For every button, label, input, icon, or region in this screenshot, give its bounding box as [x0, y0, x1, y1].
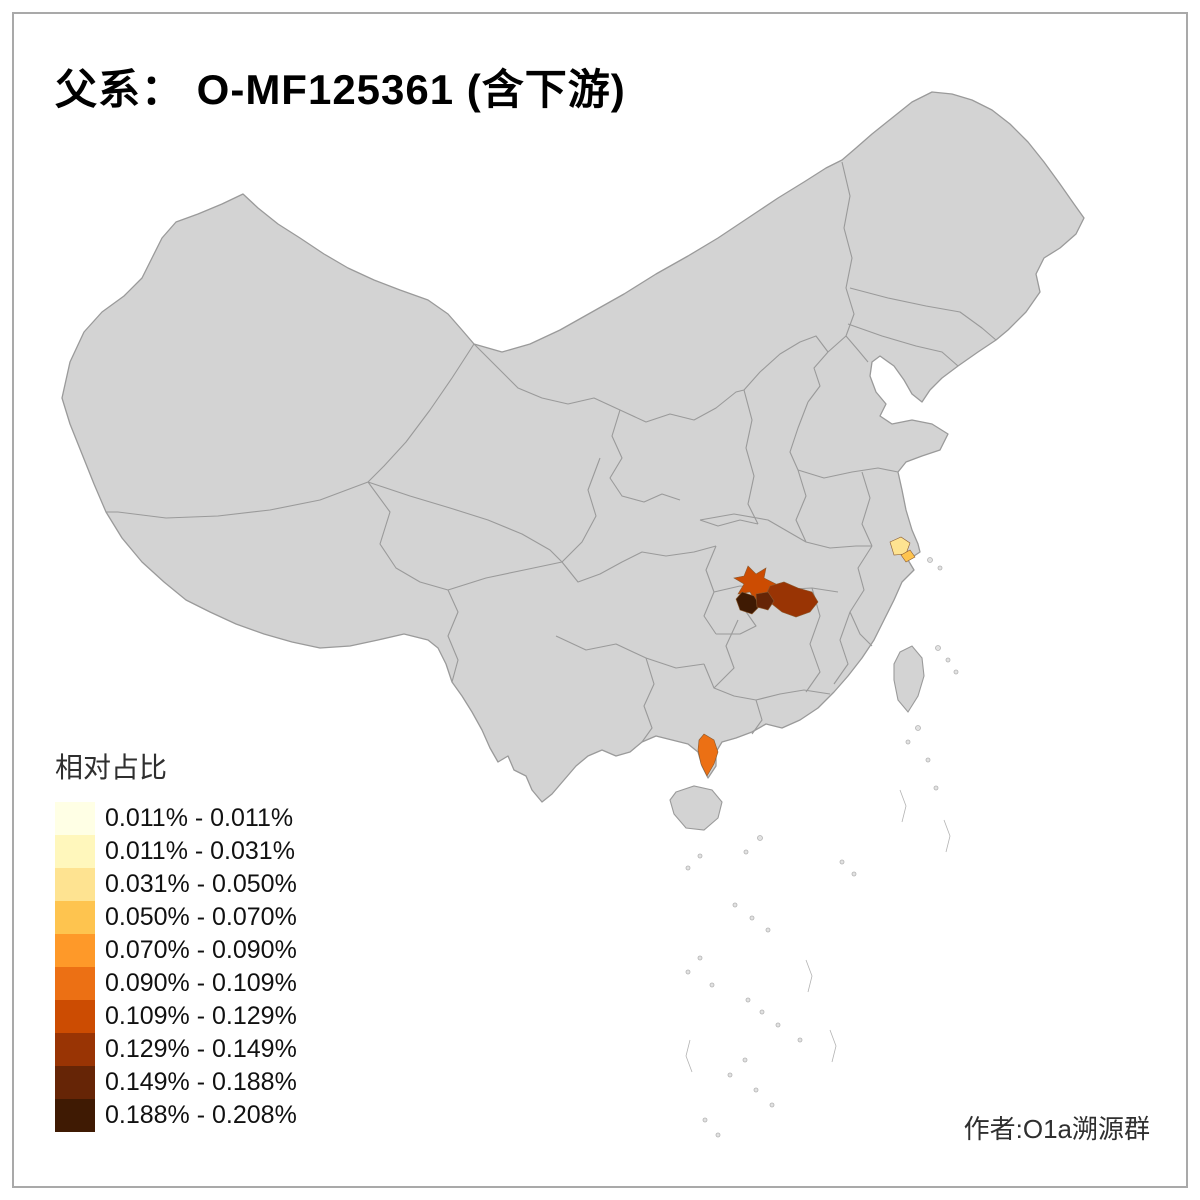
- legend-label: 0.011% - 0.011%: [105, 804, 294, 832]
- legend-label: 0.011% - 0.031%: [105, 837, 295, 865]
- legend-label: 0.109% - 0.129%: [105, 1002, 297, 1030]
- legend-item: 0.149% - 0.188%: [55, 1066, 385, 1099]
- legend-swatch: [55, 1000, 95, 1033]
- legend-label: 0.149% - 0.188%: [105, 1068, 297, 1096]
- legend-swatch: [55, 802, 95, 835]
- legend-item: 0.188% - 0.208%: [55, 1099, 385, 1132]
- page-title: 父系： O-MF125361 (含下游): [55, 66, 626, 113]
- legend-item: 0.090% - 0.109%: [55, 967, 385, 1000]
- legend-item: 0.031% - 0.050%: [55, 868, 385, 901]
- legend-label: 0.031% - 0.050%: [105, 870, 297, 898]
- region-central-dark-east: [755, 591, 775, 611]
- legend-title: 相对占比: [55, 752, 168, 783]
- legend-item: 0.109% - 0.129%: [55, 1000, 385, 1033]
- legend-item: 0.070% - 0.090%: [55, 934, 385, 967]
- legend-item: 0.011% - 0.031%: [55, 835, 385, 868]
- legend-label: 0.188% - 0.208%: [105, 1101, 297, 1129]
- legend-item: 0.129% - 0.149%: [55, 1033, 385, 1066]
- legend-swatch: [55, 934, 95, 967]
- region-central-dark-west: [735, 591, 761, 615]
- legend-swatch: [55, 868, 95, 901]
- small-islands: [685, 557, 959, 1138]
- region-leizhou-peninsula: [697, 733, 719, 777]
- legend-list: 0.011% - 0.011% 0.011% - 0.031% 0.031% - 0…: [55, 802, 385, 1132]
- hainan-island: [669, 785, 723, 831]
- highlighted-regions: [697, 536, 916, 777]
- china-mainland: [61, 91, 1085, 803]
- legend-swatch: [55, 967, 95, 1000]
- region-shanghai-coast-light: [889, 536, 911, 556]
- legend-label: 0.070% - 0.090%: [105, 936, 297, 964]
- legend: 相对占比 0.011% - 0.011% 0.011% - 0.031% 0.031…: [55, 746, 385, 1132]
- legend-swatch: [55, 835, 95, 868]
- legend-swatch: [55, 1099, 95, 1132]
- taiwan-island: [893, 645, 925, 713]
- legend-item: 0.011% - 0.011%: [55, 802, 385, 835]
- legend-swatch: [55, 1066, 95, 1099]
- legend-label: 0.129% - 0.149%: [105, 1035, 297, 1063]
- legend-label: 0.050% - 0.070%: [105, 903, 297, 931]
- author-credit: 作者:O1a溯源群: [963, 1114, 1150, 1144]
- province-borders: [106, 161, 997, 743]
- legend-swatch: [55, 901, 95, 934]
- legend-label: 0.090% - 0.109%: [105, 969, 297, 997]
- legend-swatch: [55, 1033, 95, 1066]
- legend-item: 0.050% - 0.070%: [55, 901, 385, 934]
- region-shanghai-coast-mid: [900, 549, 916, 563]
